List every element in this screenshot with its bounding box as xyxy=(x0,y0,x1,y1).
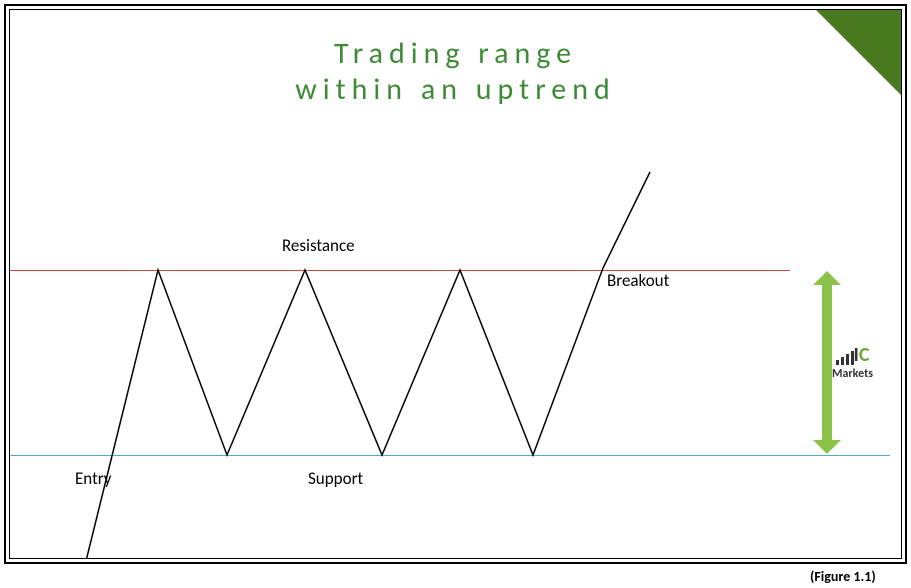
ic-markets-logo: IC Markets xyxy=(832,345,873,381)
logo-bars-icon xyxy=(836,349,854,365)
outer-frame: Trading range within an uptrend Resistan… xyxy=(4,4,907,564)
chart-area: Resistance Breakout Entry Support IC xyxy=(10,10,901,558)
logo-top-row: IC xyxy=(832,345,873,365)
price-zigzag xyxy=(10,10,902,559)
resistance-label: Resistance xyxy=(282,235,355,256)
zigzag-polyline xyxy=(85,172,650,559)
entry-label: Entry xyxy=(75,468,111,489)
arrow-head-up-icon xyxy=(813,271,841,285)
logo-ic: IC xyxy=(854,343,870,367)
inner-frame: Trading range within an uptrend Resistan… xyxy=(9,9,902,559)
arrow-shaft xyxy=(822,285,832,440)
arrow-head-down-icon xyxy=(813,440,841,454)
logo-markets-text: Markets xyxy=(832,367,873,381)
logo-letter-c: C xyxy=(859,343,870,367)
breakout-label: Breakout xyxy=(607,270,669,291)
figure-label: (Figure 1.1) xyxy=(810,568,876,585)
support-label: Support xyxy=(308,468,363,489)
